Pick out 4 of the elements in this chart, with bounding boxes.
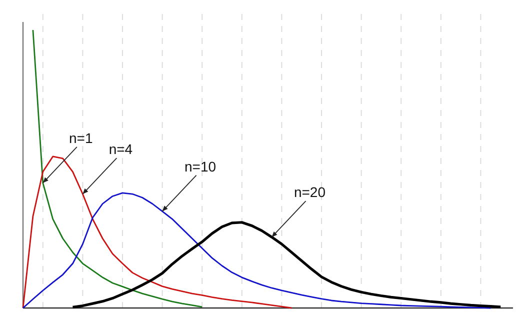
- annotation: n=4: [108, 141, 133, 158]
- annotation: n=1: [69, 130, 93, 146]
- annotation: n=10: [184, 158, 216, 174]
- annotation: n=20: [294, 184, 326, 200]
